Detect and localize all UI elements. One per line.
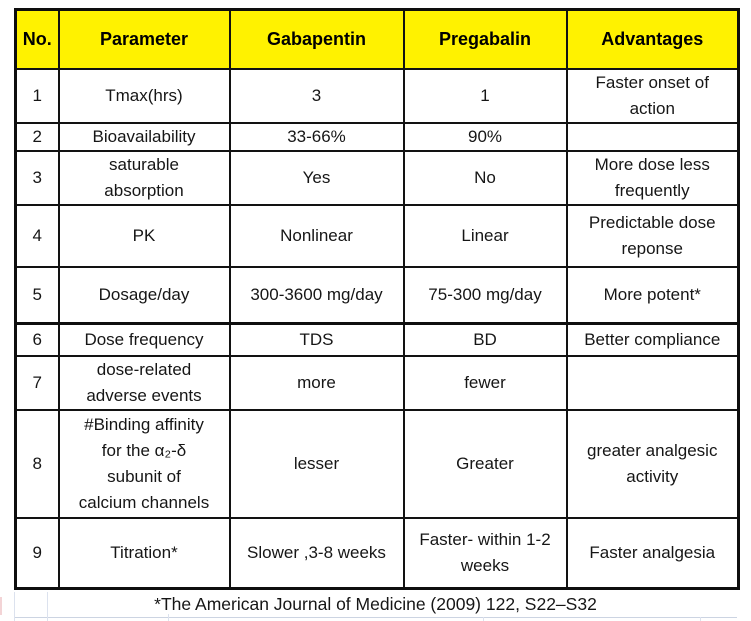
comparison-table-container: No. Parameter Gabapentin Pregabalin Adva… bbox=[14, 8, 740, 590]
table-row: 1 Tmax(hrs) 3 1 Faster onset of action bbox=[14, 67, 740, 124]
cell-advantages: greater analgesic activity bbox=[565, 408, 740, 519]
cell-no: 8 bbox=[14, 408, 60, 519]
cell-gabapentin: Yes bbox=[228, 149, 405, 206]
table-row: 3 saturable absorption Yes No More dose … bbox=[14, 149, 740, 206]
drug-comparison-table: No. Parameter Gabapentin Pregabalin Adva… bbox=[14, 8, 740, 590]
header-cell-no: No. bbox=[14, 8, 60, 70]
cell-gabapentin: 300-3600 mg/day bbox=[228, 265, 405, 325]
table-row: 2 Bioavailability 33-66% 90% bbox=[14, 121, 740, 152]
cell-pregabalin: Linear bbox=[402, 203, 568, 268]
gridline-artifact bbox=[168, 614, 169, 621]
cell-advantages bbox=[565, 121, 740, 152]
cell-advantages: Better compliance bbox=[565, 322, 740, 357]
cell-no: 5 bbox=[14, 265, 60, 325]
header-cell-parameter: Parameter bbox=[57, 8, 231, 70]
cell-pregabalin: Faster- within 1-2 weeks bbox=[402, 516, 568, 590]
cell-pregabalin: BD bbox=[402, 322, 568, 357]
cell-parameter: PK bbox=[57, 203, 231, 268]
table-row: 5 Dosage/day 300-3600 mg/day 75-300 mg/d… bbox=[14, 265, 740, 325]
cell-advantages: More potent* bbox=[565, 265, 740, 325]
header-row: No. Parameter Gabapentin Pregabalin Adva… bbox=[14, 8, 740, 70]
header-cell-pregabalin: Pregabalin bbox=[402, 8, 568, 70]
table-row: 7 dose-related adverse events more fewer bbox=[14, 354, 740, 411]
cell-pregabalin: Greater bbox=[402, 408, 568, 519]
cell-gabapentin: lesser bbox=[228, 408, 405, 519]
citation-footnote: *The American Journal of Medicine (2009)… bbox=[14, 591, 737, 618]
cell-no: 4 bbox=[14, 203, 60, 268]
cell-parameter: Tmax(hrs) bbox=[57, 67, 231, 124]
cell-parameter: Dose frequency bbox=[57, 322, 231, 357]
cell-advantages: Faster onset of action bbox=[565, 67, 740, 124]
gridline-artifact bbox=[14, 592, 15, 621]
cell-gabapentin: TDS bbox=[228, 322, 405, 357]
cell-pregabalin: No bbox=[402, 149, 568, 206]
table-row: 6 Dose frequency TDS BD Better complianc… bbox=[14, 322, 740, 357]
cell-no: 9 bbox=[14, 516, 60, 590]
cell-gabapentin: 3 bbox=[228, 67, 405, 124]
cell-gabapentin: 33-66% bbox=[228, 121, 405, 152]
header-cell-advantages: Advantages bbox=[565, 8, 740, 70]
table-row: 9 Titration* Slower ,3-8 weeks Faster- w… bbox=[14, 516, 740, 590]
cell-no: 3 bbox=[14, 149, 60, 206]
gridline-artifact bbox=[483, 617, 484, 621]
cell-no: 7 bbox=[14, 354, 60, 411]
cell-no: 2 bbox=[14, 121, 60, 152]
cell-pregabalin: 1 bbox=[402, 67, 568, 124]
cell-pregabalin: 90% bbox=[402, 121, 568, 152]
cell-parameter: #Binding affinity for the α₂-δ subunit o… bbox=[57, 408, 231, 519]
cell-gabapentin: Slower ,3-8 weeks bbox=[228, 516, 405, 590]
cell-no: 1 bbox=[14, 67, 60, 124]
cell-gabapentin: Nonlinear bbox=[228, 203, 405, 268]
cell-parameter: dose-related adverse events bbox=[57, 354, 231, 411]
cell-pregabalin: fewer bbox=[402, 354, 568, 411]
cell-advantages bbox=[565, 354, 740, 411]
cell-advantages: Faster analgesia bbox=[565, 516, 740, 590]
cell-parameter: Titration* bbox=[57, 516, 231, 590]
table-row: 4 PK Nonlinear Linear Predictable dose r… bbox=[14, 203, 740, 268]
edge-artifact bbox=[0, 597, 2, 615]
gridline-artifact bbox=[47, 592, 48, 621]
cell-gabapentin: more bbox=[228, 354, 405, 411]
cell-pregabalin: 75-300 mg/day bbox=[402, 265, 568, 325]
cell-advantages: More dose less frequently bbox=[565, 149, 740, 206]
cell-no: 6 bbox=[14, 322, 60, 357]
cell-advantages: Predictable dose reponse bbox=[565, 203, 740, 268]
cell-parameter: Dosage/day bbox=[57, 265, 231, 325]
gridline-artifact bbox=[700, 617, 701, 621]
cell-parameter: saturable absorption bbox=[57, 149, 231, 206]
table-row: 8 #Binding affinity for the α₂-δ subunit… bbox=[14, 408, 740, 519]
cell-parameter: Bioavailability bbox=[57, 121, 231, 152]
header-cell-gabapentin: Gabapentin bbox=[228, 8, 405, 70]
